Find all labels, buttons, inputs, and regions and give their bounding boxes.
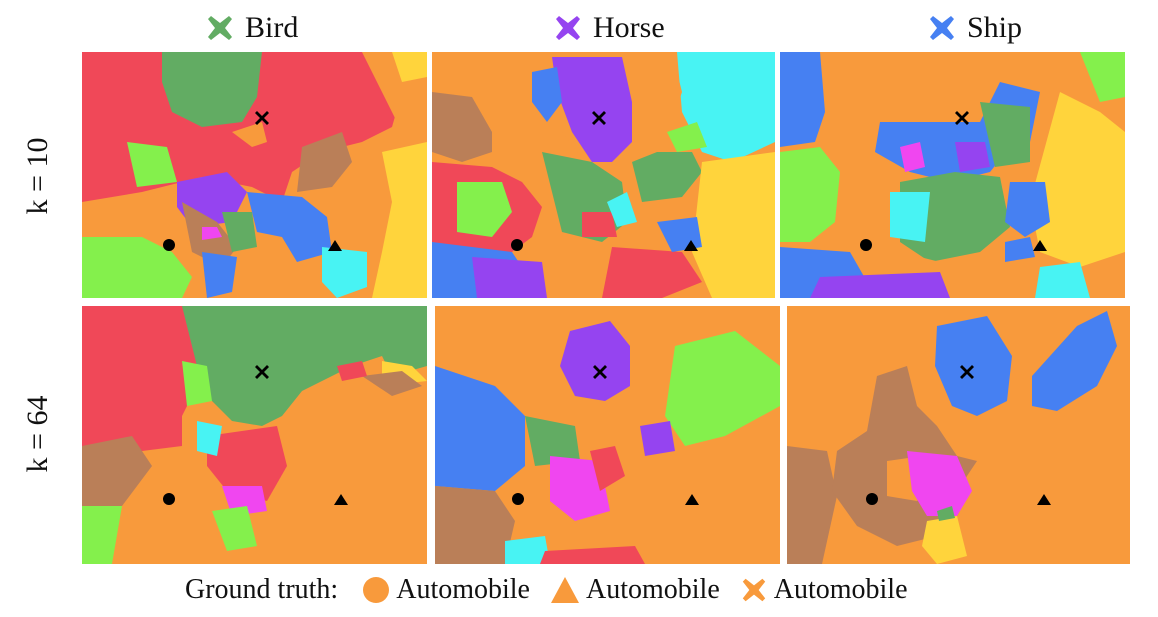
legend-item-circle: Automobile [362, 574, 530, 606]
panel-k64-horse [435, 306, 780, 564]
x-mark-icon [208, 16, 232, 40]
x-mark-icon [556, 16, 580, 40]
row-label-k64: k = 64 [21, 395, 54, 473]
legend-item-x-mark: Automobile [740, 574, 908, 606]
row-label-k10: k = 10 [21, 137, 54, 215]
triangle-icon [550, 577, 579, 603]
legend-item-label: Automobile [396, 574, 530, 605]
column-label: Bird [245, 11, 299, 44]
legend-item-triangle: Automobile [550, 574, 720, 606]
column-label: Horse [593, 11, 665, 44]
panel-k10-horse [432, 52, 775, 298]
x-mark-icon [742, 578, 765, 602]
panel-k64-ship [787, 306, 1130, 564]
legend-item-label: Automobile [773, 574, 908, 605]
column-header-horse: Horse [553, 8, 665, 48]
column-label: Ship [967, 11, 1023, 44]
legend-item-label: Automobile [585, 574, 720, 605]
panel-k10-ship [780, 52, 1125, 298]
legend: Ground truth: Automobile Automobile Auto… [185, 568, 928, 612]
circle-icon [363, 577, 390, 603]
column-header-bird: Bird [205, 8, 298, 48]
x-mark-icon [930, 16, 954, 40]
legend-title: Ground truth: [185, 574, 339, 605]
panel-k10-bird [82, 52, 427, 298]
column-header-ship: Ship [927, 8, 1022, 48]
panel-k64-bird [82, 306, 427, 564]
